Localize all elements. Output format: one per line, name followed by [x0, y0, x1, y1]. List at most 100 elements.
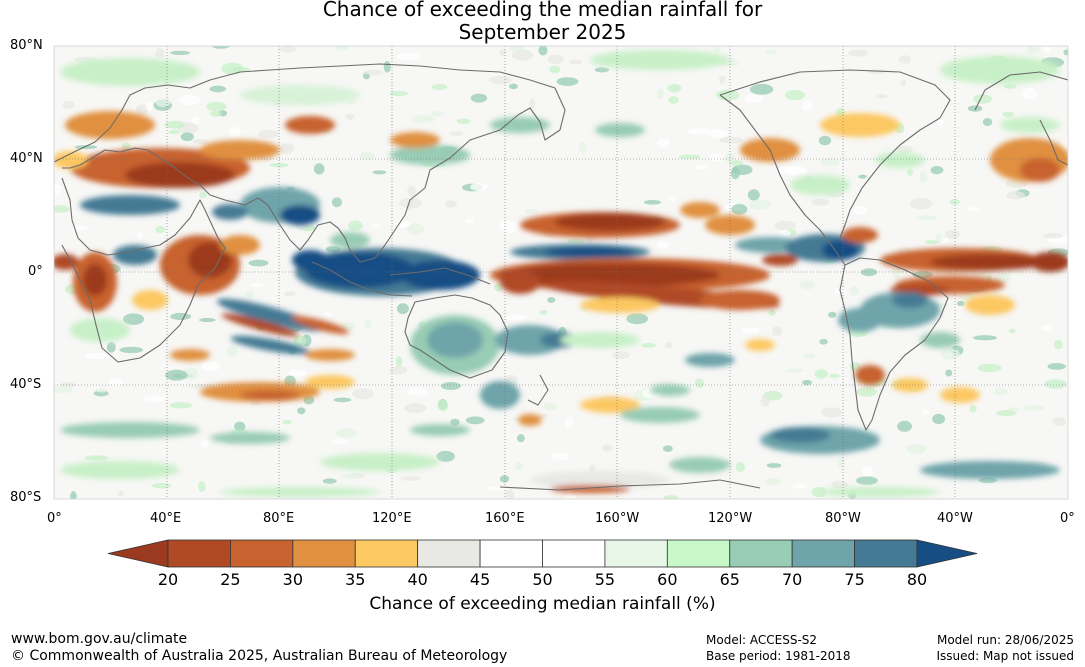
colorbar-tick-label: 60 [657, 570, 678, 589]
field-speckle [801, 100, 813, 111]
field-speckle [359, 151, 375, 161]
footer-website: www.bom.gov.au/climate [11, 631, 188, 647]
colorbar-box [479, 539, 543, 568]
colorbar-tick-label: 45 [469, 570, 491, 589]
field-speckle [1044, 379, 1067, 389]
field-speckle [818, 135, 832, 146]
field-speckle [465, 416, 485, 425]
field-speckle [372, 170, 387, 175]
colorbar-right-arrow [916, 539, 978, 568]
field-speckle [820, 158, 840, 166]
colorbar-box [417, 539, 481, 568]
field-speckle [524, 209, 538, 215]
field-speckle [179, 94, 201, 106]
field-speckle [538, 46, 548, 56]
field-speckle [396, 303, 409, 315]
field-speckle [136, 231, 143, 240]
field-speckle [151, 482, 172, 489]
field-speckle [862, 466, 873, 478]
field-speckle [229, 126, 241, 139]
field-speckle [336, 428, 358, 438]
field-speckle [197, 383, 208, 389]
field-speckle [331, 197, 343, 208]
colorbar-left-arrow [107, 539, 169, 568]
field-speckle [741, 327, 760, 335]
field-speckle [643, 199, 662, 205]
colorbar-tick-label: 40 [407, 570, 428, 589]
field-speckle [199, 317, 216, 323]
field-speckle [912, 271, 933, 279]
field-speckle [504, 315, 528, 321]
field-speckle [940, 348, 960, 360]
field-speckle [994, 272, 1012, 284]
field-speckle [768, 309, 776, 316]
field-speckle [1042, 46, 1051, 53]
field-speckle [396, 52, 420, 60]
field-speckle [564, 492, 577, 499]
field-speckle [569, 59, 583, 65]
field-speckle [226, 346, 238, 357]
field-speckle [748, 199, 771, 210]
colorbar-box [729, 539, 793, 568]
field-speckle [72, 225, 88, 231]
field-speckle [707, 129, 729, 139]
field-speckle [969, 404, 977, 413]
field-speckle [811, 487, 827, 498]
field-speckle [891, 267, 900, 279]
field-speckle [852, 206, 868, 215]
colorbar-tick-label: 70 [781, 570, 803, 589]
field-speckle [499, 48, 506, 57]
field-speckle [550, 452, 569, 461]
field-speckle [732, 164, 753, 175]
coastlines [54, 63, 1068, 491]
field-speckle [686, 128, 710, 135]
field-speckle [436, 450, 455, 462]
lat-label-80s: 80°S [10, 490, 42, 505]
field-speckle [909, 197, 933, 210]
field-speckle [731, 203, 748, 215]
colorbar-tick-label: 30 [282, 570, 304, 589]
field-speckle [539, 309, 548, 315]
field-speckle [499, 220, 521, 233]
field-speckle [85, 352, 110, 359]
field-speckle [282, 420, 292, 425]
field-speckle [209, 85, 227, 93]
field-speckle [234, 421, 246, 432]
map-gridlines [54, 46, 1068, 499]
colorbar-tick-label: 20 [157, 570, 179, 589]
field-speckle [470, 93, 488, 103]
lat-label-eq: 0° [28, 264, 43, 279]
map-title-line2: September 2025 [458, 20, 627, 44]
field-speckle [383, 60, 391, 73]
field-speckle [906, 443, 927, 454]
lon-label-80e: 80°E [263, 511, 295, 526]
colorbar-tick-label: 75 [844, 570, 865, 589]
field-speckle [764, 478, 782, 485]
field-speckle [594, 67, 610, 73]
field-speckle [74, 145, 98, 150]
field-speckle [191, 116, 200, 124]
field-speckle [313, 163, 325, 175]
field-speckle [1026, 46, 1040, 54]
field-speckle [251, 282, 263, 288]
field-speckle [529, 98, 536, 109]
field-speckle [212, 46, 230, 49]
field-speckle [143, 395, 166, 403]
colorbar-title: Chance of exceeding median rainfall (%) [369, 594, 716, 614]
field-speckle [656, 240, 670, 250]
field-speckle [860, 268, 878, 277]
lat-label-80n: 80°N [10, 38, 43, 53]
colorbar-box [854, 539, 918, 568]
field-speckle [488, 75, 513, 85]
field-speckle [398, 197, 423, 209]
field-speckle [331, 438, 348, 444]
colorbar-box [292, 539, 356, 568]
field-speckle [1047, 363, 1066, 370]
field-speckle [848, 49, 869, 57]
field-speckle [967, 206, 981, 212]
field-speckle [371, 223, 380, 228]
footer-copyright: © Commonwealth of Australia 2025, Austra… [11, 648, 508, 664]
field-speckle [916, 215, 938, 220]
field-speckle [967, 105, 983, 112]
field-speckle [169, 402, 192, 409]
